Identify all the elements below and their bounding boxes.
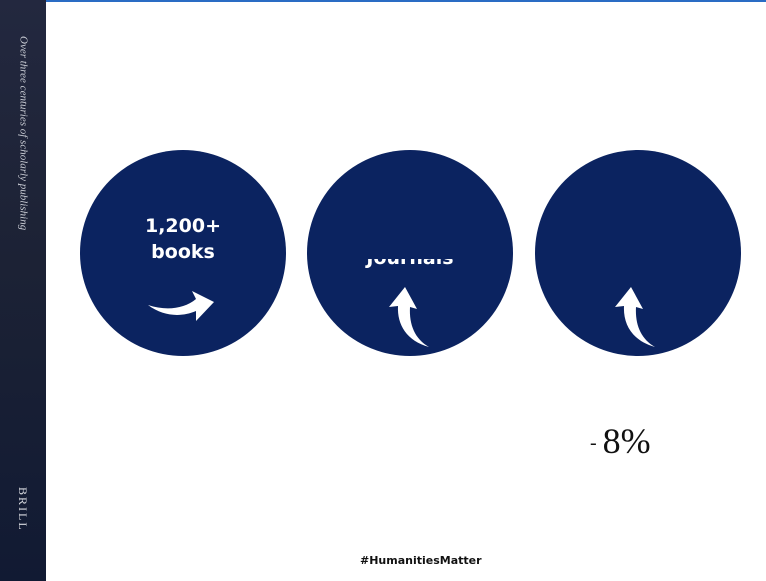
curved-arrow-right-icon — [148, 291, 214, 321]
top-border-line — [0, 0, 766, 2]
books-label: books — [151, 241, 215, 263]
sidebar: Over three centuries of scholarly publis… — [0, 0, 46, 581]
hashtag-footer: #HumanitiesMatter — [360, 554, 482, 567]
percentage-stat: -8% — [590, 420, 651, 462]
journals-circle: Journals — [307, 150, 513, 356]
third-circle — [535, 150, 741, 356]
brand-logo-text: BRILL — [16, 487, 30, 532]
books-circle-text: 1,200+ books — [80, 213, 286, 265]
stat-dash: - — [590, 432, 597, 454]
books-circle: 1,200+ books — [80, 150, 286, 356]
stat-value: 8% — [602, 421, 651, 461]
sidebar-tagline: Over three centuries of scholarly publis… — [17, 36, 30, 231]
curved-arrow-up-icon — [389, 287, 429, 347]
journals-label: Journals — [307, 259, 513, 268]
journals-label-partial: Journals — [307, 259, 513, 269]
books-count: 1,200+ — [144, 215, 222, 237]
curved-arrow-up-icon — [615, 287, 655, 347]
